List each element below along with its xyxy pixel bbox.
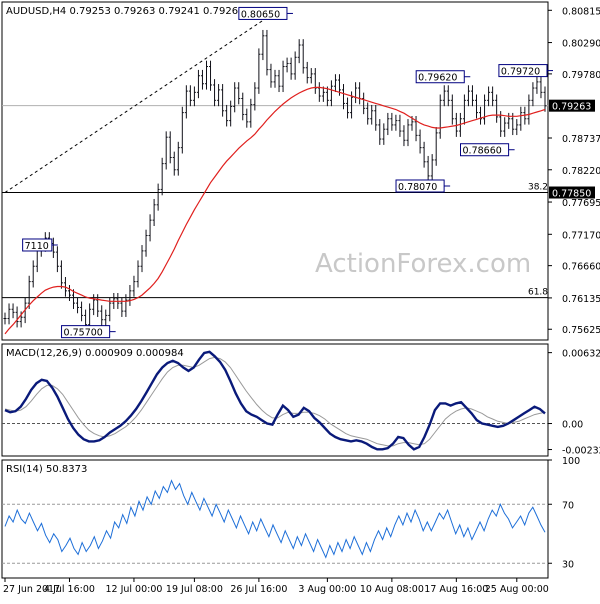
x-tick-label: 19 Jul 08:00 (166, 584, 223, 595)
trendline-dashed (4, 20, 264, 193)
macd-ytick-label: 0.006329 (562, 349, 600, 360)
x-tick-label: 10 Aug 08:00 (360, 584, 424, 595)
fib-price-box (549, 186, 595, 199)
fib-level-label: 61.8 (528, 288, 548, 298)
rsi-ytick-label: 30 (562, 559, 574, 570)
fib-price-label: 0.77850 (552, 189, 591, 200)
macd-ytick-label: -0.002324 (562, 446, 600, 457)
price-ytick-label: 0.79780 (562, 70, 600, 81)
price-panel: AUDUSD,H4 0.79253 0.79263 0.79241 0.7926… (2, 6, 553, 339)
price-ytick-label: 0.76135 (562, 294, 600, 305)
x-tick-label: 25 Aug 00:00 (485, 584, 549, 595)
macd-header: MACD(12,26,9) 0.000909 0.000984 (6, 348, 184, 359)
x-tick-label: 4 Jul 16:00 (44, 584, 95, 595)
price-ytick-label: 0.78737 (562, 134, 600, 145)
rsi-header: RSI(14) 50.8373 (6, 464, 87, 475)
annotation-label: 0.78070 (398, 182, 437, 193)
macd-frame (1, 343, 549, 457)
price-ytick-label: 0.77170 (562, 230, 600, 241)
x-tick-label: 12 Jul 00:00 (105, 584, 162, 595)
price-header: AUDUSD,H4 0.79253 0.79263 0.79241 0.7926… (6, 6, 244, 17)
rsi-frame (1, 459, 549, 579)
macd-ytick-label: 0.00 (562, 420, 583, 431)
annotation-label: 0.80650 (241, 9, 280, 20)
ma-line (4, 86, 546, 335)
macd-line (4, 350, 546, 451)
price-ytick-label: 0.78220 (562, 166, 600, 177)
last-price-label: 0.79263 (552, 102, 591, 113)
rsi-line (4, 479, 546, 559)
rsi-panel: RSI(14) 50.8373 (2, 464, 548, 564)
last-price-box (549, 99, 595, 112)
x-tick-label: 17 Aug 16:00 (424, 584, 488, 595)
x-tick-label: 3 Aug 00:00 (298, 584, 356, 595)
annotation-label: 0.79620 (418, 73, 457, 84)
price-ytick-label: 0.76660 (562, 262, 600, 273)
watermark-text: ActionForex.com (315, 249, 531, 279)
macd-panel: MACD(12,26,9) 0.000909 0.000984 (2, 348, 548, 451)
x-tick-label: 27 Jun 2017 (3, 584, 60, 595)
price-ytick-label: 0.80815 (562, 6, 600, 17)
price-ytick-label: 0.80290 (562, 39, 600, 50)
axis-layer: 0.80815 0.80290 0.79780 0.78737 0.78220 0.776… (3, 6, 600, 595)
watermark-layer: ActionForex.com (315, 249, 531, 279)
price-ytick-label: 0.77695 (562, 198, 600, 209)
grid-layer (1, 1, 549, 579)
price-ytick-label: 0.75625 (562, 325, 600, 336)
annotation-label: 7110 (25, 241, 49, 252)
annotation-label: 0.78660 (463, 146, 502, 157)
rsi-ytick-label: 70 (562, 500, 574, 511)
annotation-label: 0.79720 (501, 67, 540, 78)
fib-level-label: 38.2 (528, 183, 548, 193)
x-tick-label: 26 Jul 16:00 (230, 584, 287, 595)
rsi-ytick-label: 100 (562, 456, 580, 467)
price-frame (1, 1, 549, 341)
annotation-label: 0.75700 (64, 328, 103, 339)
